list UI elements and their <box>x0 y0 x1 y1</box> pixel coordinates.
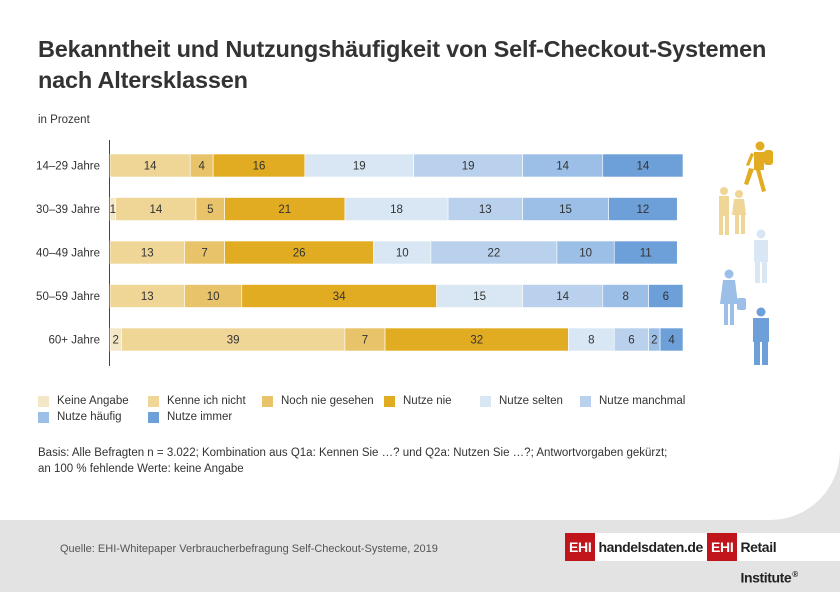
legend-swatch <box>384 395 395 407</box>
bar-segment <box>608 197 678 221</box>
basis-line-2: an 100 % fehlende Werte: keine Angabe <box>38 463 244 475</box>
legend-label: Keine Angabe <box>57 395 129 407</box>
data-label: 10 <box>579 248 592 260</box>
data-label: 14 <box>556 291 569 303</box>
legend-swatch <box>262 395 273 407</box>
legend-label: Nutze immer <box>167 411 233 423</box>
data-label: 6 <box>628 335 634 347</box>
chart-title: Bekanntheit und Nutzungshäufigkeit von S… <box>38 36 767 93</box>
source-note: Quelle: EHI-Whitepaper Verbraucherbefrag… <box>60 543 438 555</box>
data-label: 8 <box>622 291 628 303</box>
legend-label: Noch nie gesehen <box>281 395 374 407</box>
data-label: 7 <box>201 248 207 260</box>
basis-line-1: Basis: Alle Befragten n = 3.022; Kombina… <box>38 447 668 459</box>
unit-label: in Prozent <box>38 114 90 126</box>
data-label: 7 <box>362 335 368 347</box>
bar-segment <box>648 284 684 308</box>
legend-item: Nutze häufig <box>38 410 122 424</box>
data-label: 14 <box>149 204 162 216</box>
bar-segment <box>613 240 678 265</box>
data-label: 21 <box>278 204 291 216</box>
legend-swatch <box>148 395 159 407</box>
legend-label: Nutze häufig <box>57 411 122 423</box>
data-label: 26 <box>293 248 306 260</box>
data-label: 18 <box>390 204 403 216</box>
walking-couple-icon <box>719 187 746 235</box>
legend-label: Nutze selten <box>499 395 563 407</box>
data-label: 12 <box>636 204 649 216</box>
handelsdaten-logo[interactable]: EHI handelsdaten.de <box>565 530 707 564</box>
data-label: 5 <box>207 204 213 216</box>
data-label: 6 <box>663 291 669 303</box>
bar-segment <box>602 153 684 178</box>
ehi-logo-mark: EHI <box>707 533 738 561</box>
legend-label: Kenne ich nicht <box>167 395 246 407</box>
data-label: 10 <box>396 248 409 260</box>
data-label: 13 <box>141 291 154 303</box>
legend-label: Nutze nie <box>403 395 452 407</box>
bar-segment <box>659 327 684 352</box>
data-label: 11 <box>640 248 652 260</box>
data-label: 32 <box>470 335 483 347</box>
data-label: 13 <box>141 248 154 260</box>
handelsdaten-label: handelsdaten.de <box>595 533 707 561</box>
data-label: 16 <box>253 161 266 173</box>
data-label: 14 <box>636 161 649 173</box>
data-label: 1 <box>110 204 116 216</box>
woman-with-bag-icon <box>720 269 746 325</box>
legend-item: Kenne ich nicht <box>148 394 246 408</box>
standing-man-icon <box>753 307 769 365</box>
standing-man-icon <box>754 229 768 283</box>
legend-swatch <box>580 395 591 407</box>
category-label: 30–39 Jahre <box>36 204 100 216</box>
legend-swatch <box>480 395 491 407</box>
category-label: 50–59 Jahre <box>36 291 100 303</box>
hiker-icon <box>744 141 773 192</box>
data-label: 34 <box>333 291 346 303</box>
data-label: 2 <box>651 335 657 347</box>
legend-item: Keine Angabe <box>38 394 129 408</box>
data-label: 19 <box>462 161 475 173</box>
category-label: 60+ Jahre <box>49 335 100 347</box>
category-label: 14–29 Jahre <box>36 161 100 173</box>
ehi-logo-mark: EHI <box>565 533 596 561</box>
legend-item: Nutze manchmal <box>580 394 685 408</box>
legend-item: Nutze immer <box>148 410 232 424</box>
data-label: 13 <box>479 204 492 216</box>
data-label: 15 <box>473 291 486 303</box>
data-label: 22 <box>488 248 501 260</box>
registered-mark: ® <box>792 570 798 579</box>
legend-swatch <box>38 395 49 407</box>
data-label: 19 <box>353 161 366 173</box>
data-label: 15 <box>559 204 572 216</box>
legend-item: Nutze selten <box>480 394 563 408</box>
data-label: 10 <box>207 291 220 303</box>
data-label: 4 <box>198 161 205 173</box>
data-label: 2 <box>113 335 119 347</box>
legend-label: Nutze manchmal <box>599 395 686 407</box>
legend-swatch <box>38 411 49 423</box>
legend-swatch <box>148 411 159 423</box>
legend-item: Nutze nie <box>384 394 452 408</box>
category-label: 40–49 Jahre <box>36 248 100 260</box>
legend-item: Noch nie gesehen <box>262 394 374 408</box>
retail-institute-text: Retail Institute <box>740 539 792 586</box>
data-label: 4 <box>668 335 675 347</box>
retail-institute-logo[interactable]: EHI Retail Institute® <box>707 530 840 586</box>
data-label: 14 <box>556 161 569 173</box>
retail-institute-label: Retail Institute® <box>737 533 840 586</box>
data-label: 8 <box>588 335 594 347</box>
basis-note: Basis: Alle Befragten n = 3.022; Kombina… <box>38 445 798 477</box>
data-label: 39 <box>227 335 240 347</box>
data-label: 14 <box>144 161 157 173</box>
